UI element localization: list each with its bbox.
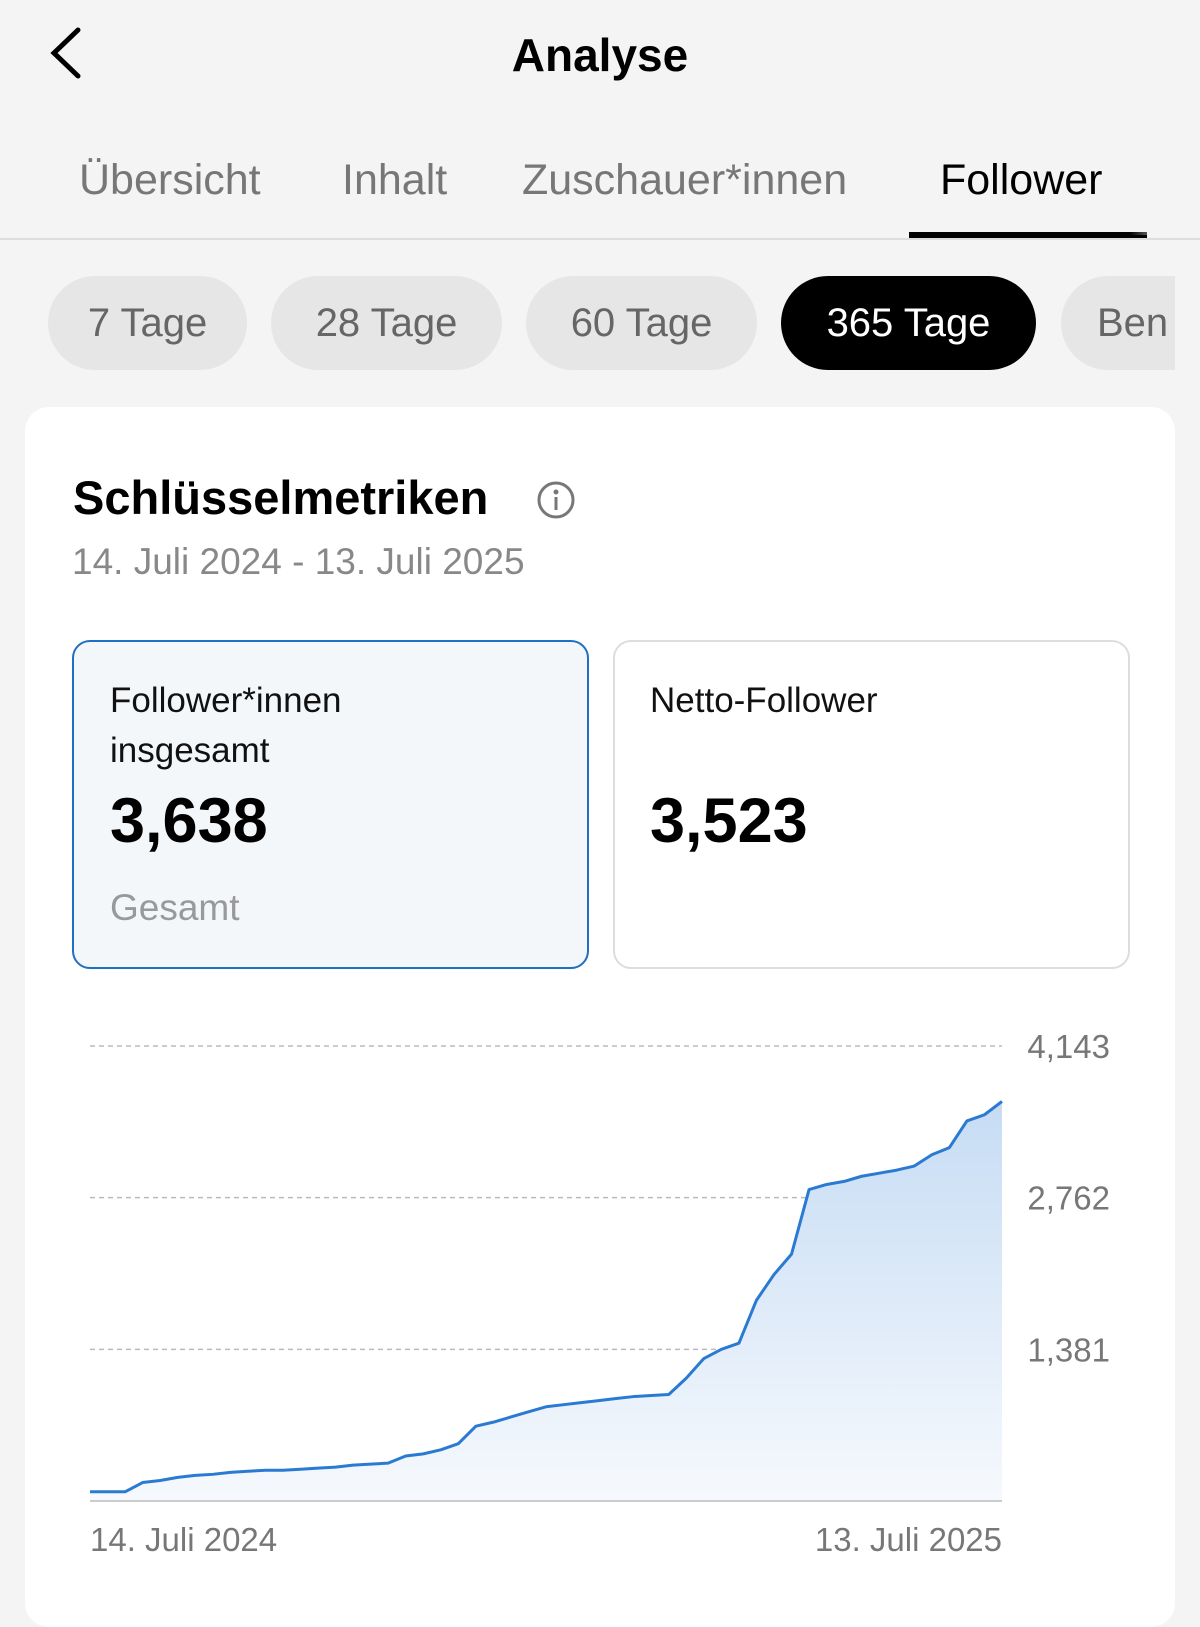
tab[interactable]: Follower <box>940 156 1103 204</box>
metric-value: 3,638 <box>110 786 268 856</box>
period-chip[interactable]: Ben <box>1061 276 1175 370</box>
line <box>90 1100 1003 1494</box>
card-title: Schlüsselmetriken <box>73 471 489 524</box>
metric-card[interactable] <box>72 640 589 969</box>
divider <box>0 238 1200 240</box>
tab[interactable]: Übersicht <box>79 156 261 204</box>
page-title: Analyse <box>511 29 689 81</box>
date-range: 14. Juli 2024 - 13. Juli 2025 <box>72 541 525 582</box>
metric-note: Gesamt <box>110 887 240 928</box>
x-tick-label: 14. Juli 2024 <box>90 1521 277 1558</box>
info-icon[interactable] <box>536 480 576 520</box>
period-bar: 7 Tage 28 Tage 60 Tage 365 Tage Ben <box>0 0 1175 400</box>
back-button[interactable] <box>44 26 88 80</box>
metric-card[interactable] <box>613 640 1130 969</box>
metric-label: Follower*innen insgesamt <box>110 681 342 770</box>
tab[interactable]: Inhalt <box>342 156 448 204</box>
period-chip[interactable]: 28 Tage <box>271 276 502 370</box>
period-chip[interactable]: 60 Tage <box>526 276 757 370</box>
tab-underline <box>909 232 1147 238</box>
fade <box>1130 120 1200 235</box>
tab[interactable]: Zuschauer*innen <box>522 156 848 204</box>
period-chip[interactable]: 365 Tage <box>781 276 1036 370</box>
y-tick-label: 2,762 <box>1027 1180 1110 1217</box>
metric-label: Netto-Follower <box>650 681 878 720</box>
period-chip[interactable]: 7 Tage <box>48 276 247 370</box>
y-tick-label: 1,381 <box>1027 1331 1110 1368</box>
y-tick-label: 4,143 <box>1027 1028 1110 1065</box>
x-tick-label: 13. Juli 2025 <box>815 1521 1002 1558</box>
area <box>90 1101 1002 1501</box>
metric-value: 3,523 <box>650 786 808 856</box>
